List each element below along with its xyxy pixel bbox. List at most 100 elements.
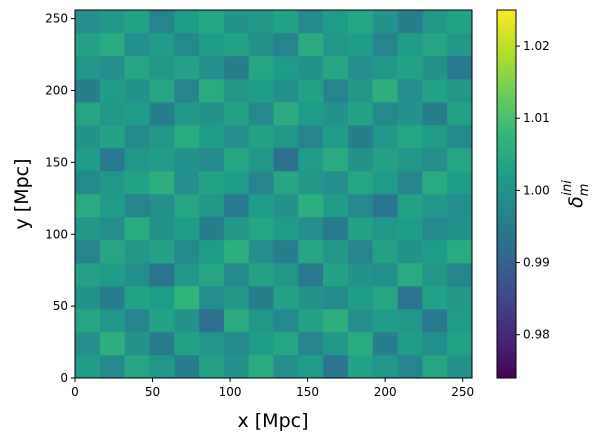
heatmap-cell — [124, 10, 150, 34]
heatmap-cell — [273, 263, 299, 287]
heatmap-cell — [75, 309, 101, 333]
heatmap-cell — [447, 56, 473, 80]
heatmap-cell — [298, 171, 324, 195]
heatmap-cell — [124, 102, 150, 126]
heatmap-cell — [223, 79, 249, 103]
heatmap-cell — [149, 355, 175, 379]
heatmap-cell — [124, 148, 150, 172]
heatmap-cell — [75, 79, 101, 103]
heatmap-cell — [397, 240, 423, 264]
heatmap-cell — [99, 263, 125, 287]
heatmap-cell — [248, 194, 274, 218]
heatmap-cell — [447, 309, 473, 333]
heatmap-cell — [248, 56, 274, 80]
heatmap-cell — [422, 194, 448, 218]
heatmap-cell — [323, 332, 349, 356]
heatmap-cell — [75, 355, 101, 379]
x-axis-title: x [Mpc] — [237, 410, 308, 432]
heatmap-cell — [347, 148, 374, 172]
heatmap-cell — [323, 263, 349, 287]
heatmap-cell — [99, 194, 125, 218]
heatmap-cell — [447, 125, 473, 149]
heatmap-cell — [174, 102, 200, 126]
heatmap-cell — [397, 10, 423, 34]
heatmap-cell — [298, 286, 324, 310]
heatmap-cell — [174, 33, 200, 57]
heatmap-cell — [347, 10, 374, 34]
heatmap-cell — [75, 171, 101, 195]
heatmap-cell — [223, 102, 249, 126]
colorbar-tick-label: 0.98 — [523, 328, 550, 342]
heatmap-cell — [248, 33, 274, 57]
heatmap-cell — [99, 309, 125, 333]
heatmap-cell — [422, 332, 448, 356]
heatmap-cell — [372, 148, 398, 172]
heatmap-cell — [298, 148, 324, 172]
heatmap-cell — [323, 355, 349, 379]
heatmap-cell — [199, 263, 225, 287]
heatmap-cell — [99, 171, 125, 195]
heatmap-cell — [397, 102, 423, 126]
heatmap-cell — [422, 355, 448, 379]
heatmap-cell — [223, 355, 249, 379]
heatmap-cell — [199, 56, 225, 80]
colorbar — [496, 9, 517, 379]
heatmap-cell — [199, 125, 225, 149]
heatmap-cell — [397, 148, 423, 172]
heatmap-cell — [347, 79, 374, 103]
heatmap-cell — [199, 171, 225, 195]
x-tick-label: 100 — [219, 385, 242, 399]
heatmap-cell — [149, 171, 175, 195]
heatmap-cell — [75, 286, 101, 310]
heatmap-cell — [347, 309, 374, 333]
heatmap-cell — [372, 240, 398, 264]
heatmap-cell — [372, 102, 398, 126]
heatmap-cell — [223, 171, 249, 195]
colorbar-title: δmini — [560, 180, 592, 208]
heatmap-cell — [323, 194, 349, 218]
heatmap-cell — [75, 102, 101, 126]
y-tick-label: 50 — [53, 299, 68, 313]
heatmap-cell — [298, 217, 324, 241]
heatmap-cell — [273, 148, 299, 172]
heatmap-cell — [199, 10, 225, 34]
heatmap-cell — [347, 217, 374, 241]
heatmap-cell — [347, 102, 374, 126]
heatmap-cell — [397, 332, 423, 356]
heatmap-cell — [323, 148, 349, 172]
heatmap-cell — [248, 10, 274, 34]
heatmap-cell — [422, 56, 448, 80]
heatmap-cell — [75, 217, 101, 241]
heatmap-cell — [273, 240, 299, 264]
heatmap-cell — [174, 148, 200, 172]
heatmap-cell — [248, 125, 274, 149]
heatmap-cell — [248, 102, 274, 126]
heatmap-cell — [397, 125, 423, 149]
heatmap-cell — [298, 79, 324, 103]
heatmap-cell — [75, 10, 101, 34]
x-tick-label: 150 — [296, 385, 319, 399]
heatmap-cell — [199, 286, 225, 310]
subscript: m — [577, 184, 592, 197]
heatmap-cell — [99, 148, 125, 172]
heatmap-cell — [174, 355, 200, 379]
superscript: ini — [560, 180, 575, 196]
heatmap-cell — [347, 171, 374, 195]
heatmap-cell — [149, 79, 175, 103]
heatmap-cell — [174, 217, 200, 241]
heatmap-cell — [298, 240, 324, 264]
heatmap-cell — [323, 309, 349, 333]
heatmap-cell — [248, 263, 274, 287]
heatmap-cell — [372, 355, 398, 379]
heatmap-cell — [323, 33, 349, 57]
heatmap-cell — [248, 309, 274, 333]
heatmap-cell — [199, 148, 225, 172]
heatmap-cell — [447, 79, 473, 103]
plot-frame — [74, 9, 473, 379]
heatmap-cell — [124, 240, 150, 264]
heatmap-cell — [298, 125, 324, 149]
colorbar-tick-label: 1.01 — [523, 111, 550, 125]
heatmap-cell — [298, 102, 324, 126]
x-tick-label: 50 — [145, 385, 160, 399]
heatmap-cell — [372, 263, 398, 287]
